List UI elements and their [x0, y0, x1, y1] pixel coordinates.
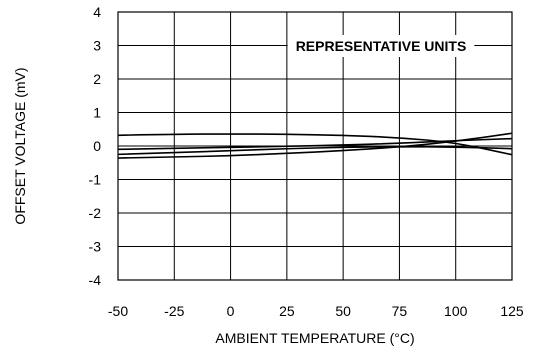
x-tick-label: 75 — [392, 303, 408, 319]
series-group — [117, 132, 513, 159]
plot-frame — [117, 11, 513, 281]
y-tick-label: 3 — [93, 38, 101, 54]
series-line-2 — [117, 132, 513, 159]
y-tick-label: -1 — [89, 172, 102, 188]
x-tick-label: 25 — [279, 303, 295, 319]
x-tick-label: 125 — [500, 303, 524, 319]
y-tick-label: -2 — [89, 205, 102, 221]
series-line-3 — [117, 137, 513, 151]
series-line-4 — [117, 145, 513, 156]
x-tick-label: 100 — [444, 303, 468, 319]
y-tick-label: 2 — [93, 71, 101, 87]
y-axis-title: OFFSET VOLTAGE (mV) — [12, 67, 28, 224]
y-tick-labels: -4 -3 -2 -1 0 1 2 3 4 — [89, 4, 102, 288]
x-axis-title: AMBIENT TEMPERATURE (°C) — [215, 330, 414, 346]
y-tick-label: -3 — [89, 239, 102, 255]
annotation-label: REPRESENTATIVE UNITS — [296, 38, 467, 54]
y-tick-label: -4 — [89, 272, 102, 288]
y-tick-label: 0 — [93, 138, 101, 154]
y-tick-label: 4 — [93, 4, 101, 20]
x-tick-label: -50 — [108, 303, 128, 319]
annotation-background — [287, 35, 475, 57]
x-tick-labels: -50 -25 0 25 50 75 100 125 — [108, 303, 524, 319]
x-tick-label: 0 — [227, 303, 235, 319]
series-line-1 — [117, 133, 513, 156]
x-tick-label: 50 — [335, 303, 351, 319]
y-tick-label: 1 — [93, 105, 101, 121]
x-tick-label: -25 — [164, 303, 184, 319]
